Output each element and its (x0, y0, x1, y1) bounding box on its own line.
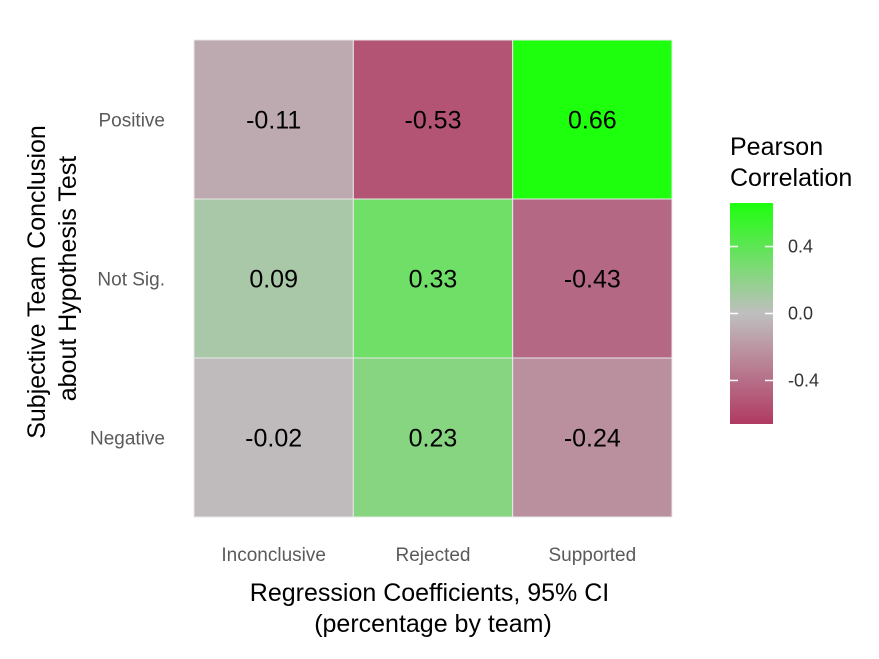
heatmap-cell (512, 39, 673, 200)
heatmap-cell-value: 0.09 (249, 266, 298, 294)
heatmap-cell (193, 198, 354, 359)
legend-title: Pearson Correlation (730, 133, 852, 192)
heatmap-cell-value: 0.23 (409, 425, 458, 453)
color-legend: Pearson Correlation 0.4 0.0 -0.4 (730, 133, 852, 424)
heatmap-cell-value: -0.24 (564, 425, 621, 453)
heatmap-cell-value: -0.11 (246, 107, 301, 135)
x-axis-title-line-1: Regression Coefficients, 95% CI (250, 579, 609, 607)
legend-tick-label: -0.4 (788, 370, 819, 390)
heatmap-cell (352, 198, 514, 359)
heatmap-cell (193, 357, 354, 518)
x-axis-title: Regression Coefficients, 95% CI (percent… (250, 579, 616, 638)
x-tick-label: Inconclusive (221, 545, 326, 566)
heatmap-cell-value: -0.02 (245, 425, 302, 453)
legend-tick-label: 0.4 (788, 237, 813, 257)
y-tick-label: Negative (90, 429, 165, 450)
heatmap-cell (352, 357, 514, 518)
heatmap-cell-value: -0.43 (564, 266, 621, 294)
legend-title-line-1: Pearson (730, 133, 823, 161)
x-axis-title-line-2: (percentage by team) (314, 610, 552, 638)
y-tick-label: Not Sig. (97, 270, 165, 291)
heatmap-cell-value: -0.53 (405, 107, 462, 135)
heatmap-cell-labels: -0.11 -0.53 0.66 0.09 0.33 -0.43 -0.02 0.23 -0.2… (245, 107, 621, 453)
heatmap-cell-value: 0.66 (568, 107, 617, 135)
y-axis-title-line-1: Subjective Team Conclusion (23, 125, 51, 439)
heatmap-cells (193, 39, 673, 518)
x-tick-label: Rejected (396, 545, 471, 566)
y-axis-title-line-2: about Hypothesis Test (54, 156, 82, 402)
y-axis-title: Subjective Team Conclusion about Hypothe… (23, 118, 82, 439)
legend-tick-label: 0.0 (788, 304, 813, 324)
heatmap-cell-value: 0.33 (409, 266, 458, 294)
heatmap-cell (512, 198, 673, 359)
y-tick-label: Positive (98, 111, 165, 132)
x-axis-ticks: Inconclusive Rejected Supported (221, 545, 636, 566)
legend-ticks: 0.4 0.0 -0.4 (730, 237, 819, 390)
y-axis-ticks: Positive Not Sig. Negative (90, 111, 165, 450)
legend-title-line-2: Correlation (730, 164, 852, 192)
heatmap-cell (193, 39, 354, 200)
heatmap-cell (352, 39, 514, 200)
x-tick-label: Supported (548, 545, 636, 566)
heatmap-cell (512, 357, 673, 518)
